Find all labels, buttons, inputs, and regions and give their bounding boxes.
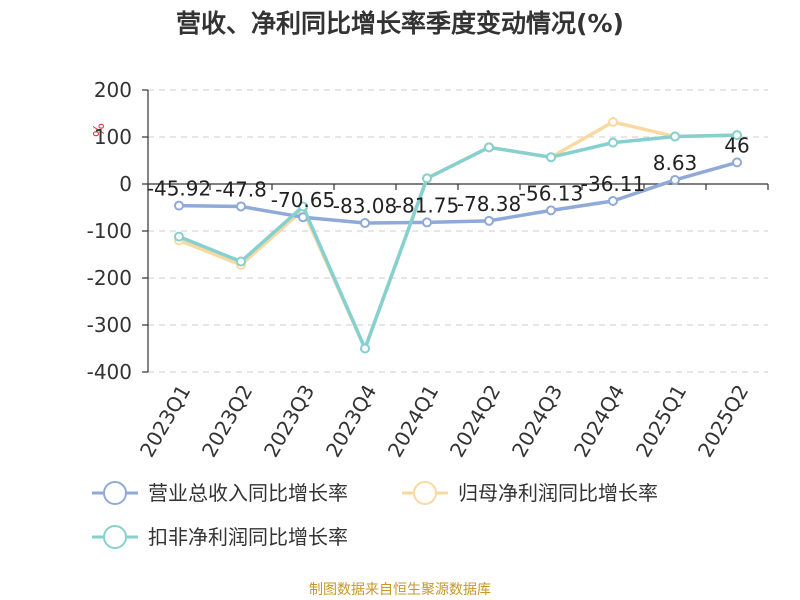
data-point (484, 215, 494, 226)
data-point (546, 152, 556, 163)
chart-title: 营收、净利同比增长率季度变动情况(%) (176, 9, 624, 38)
data-point (174, 200, 184, 211)
data-point (732, 130, 742, 141)
legend-label: 扣非净利润同比增长率 (148, 525, 348, 549)
x-tick-label: 2025Q2 (693, 381, 753, 462)
y-tick-label: -100 (87, 219, 132, 243)
axes (142, 89, 769, 373)
data-point (236, 256, 246, 267)
y-tick-label: 100 (94, 125, 132, 149)
x-tick-label: 2025Q1 (631, 381, 691, 462)
data-label: -83.08 (333, 194, 397, 218)
legend-label: 营业总收入同比增长率 (148, 481, 348, 505)
data-point (608, 137, 618, 148)
data-label: 46 (724, 133, 749, 157)
data-point (174, 231, 184, 242)
data-point (298, 201, 308, 212)
x-tick-label: 2024Q2 (445, 381, 505, 462)
legend-swatch-marker (413, 481, 437, 505)
data-label: 8.63 (653, 151, 698, 175)
grid-lines (148, 89, 768, 373)
data-point (608, 195, 618, 206)
y-tick-label: -400 (87, 360, 132, 384)
y-axis-ticks: 200 100 0 -100 -200 -300 -400 (87, 78, 132, 384)
x-tick-label: 2024Q3 (507, 381, 567, 462)
data-point (360, 343, 370, 354)
data-point (422, 173, 432, 184)
data-label: -47.8 (215, 177, 267, 201)
y-tick-label: 200 (94, 78, 132, 102)
legend-label: 归母净利润同比增长率 (458, 481, 658, 505)
data-labels: -45.92 -47.8 -70.65-83.08-81.75-78.38-56.1… (147, 133, 750, 218)
x-tick-label: 2023Q2 (197, 381, 257, 462)
legend-swatch-marker (103, 481, 127, 505)
data-label: -78.38 (457, 192, 521, 216)
data-point (484, 142, 494, 153)
data-point (422, 217, 432, 228)
data-label: -36.11 (581, 172, 645, 196)
data-point (670, 174, 680, 185)
data-label: -45.92 (147, 177, 211, 201)
source-note: 制图数据来自恒生聚源数据库 (309, 582, 491, 598)
data-point (608, 116, 618, 127)
y-axis-label: % (89, 123, 107, 137)
x-tick-label: 2023Q4 (321, 381, 381, 462)
series-line (178, 160, 738, 225)
x-tick-label: 2024Q4 (569, 381, 629, 462)
y-tick-label: -200 (87, 266, 132, 290)
data-point (236, 201, 246, 212)
series-lines (174, 116, 742, 354)
data-label: -56.13 (519, 181, 583, 205)
y-tick-label: 0 (119, 172, 132, 196)
data-point (360, 218, 370, 229)
x-tick-label: 2023Q1 (135, 381, 195, 462)
y-tick-label: -300 (87, 313, 132, 337)
data-point (670, 131, 680, 142)
x-axis-ticks: 2023Q1 2023Q2 2023Q3 2023Q4 2024Q1 2024Q2 2024… (135, 381, 753, 462)
legend-swatch-marker (103, 525, 127, 549)
x-tick-label: 2024Q1 (383, 381, 443, 462)
series-line (178, 133, 738, 351)
x-tick-label: 2023Q3 (259, 381, 319, 462)
data-label: -81.75 (395, 193, 459, 217)
data-point (546, 205, 556, 216)
data-point (732, 157, 742, 168)
data-label: -70.65 (271, 188, 335, 212)
